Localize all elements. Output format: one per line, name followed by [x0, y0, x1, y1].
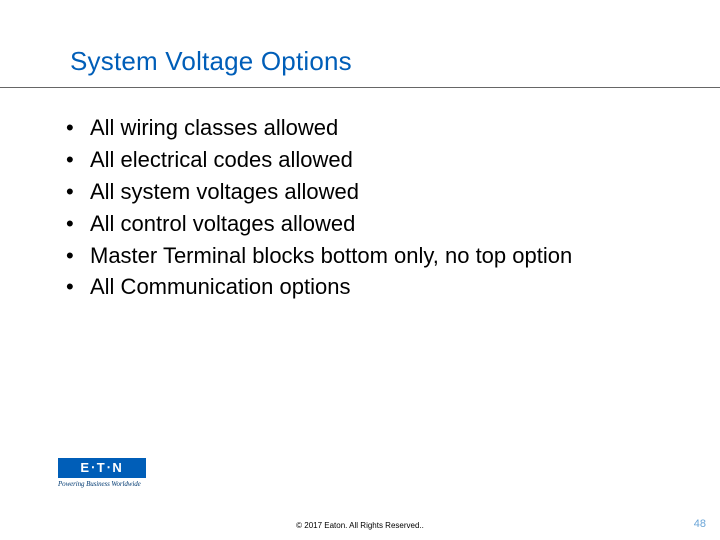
page-number: 48	[694, 518, 706, 530]
logo-bar: E⋅T⋅N	[58, 458, 146, 478]
content-area: All wiring classes allowed All electrica…	[0, 88, 720, 303]
bullet-item: All wiring classes allowed	[60, 112, 660, 144]
bullet-item: All control voltages allowed	[60, 208, 660, 240]
bullet-item: Master Terminal blocks bottom only, no t…	[60, 240, 660, 272]
bullet-item: All Communication options	[60, 271, 660, 303]
bullet-item: All system voltages allowed	[60, 176, 660, 208]
bullet-item: All electrical codes allowed	[60, 144, 660, 176]
footer-copyright: © 2017 Eaton. All Rights Reserved..	[0, 521, 720, 530]
logo-tagline: Powering Business Worldwide	[58, 480, 158, 488]
eaton-logo: E⋅T⋅N Powering Business Worldwide	[58, 458, 158, 498]
bullet-list: All wiring classes allowed All electrica…	[60, 112, 660, 303]
title-container: System Voltage Options	[0, 0, 720, 77]
slide-title: System Voltage Options	[70, 46, 720, 77]
logo-text: E⋅T⋅N	[80, 460, 123, 476]
slide: System Voltage Options All wiring classe…	[0, 0, 720, 540]
